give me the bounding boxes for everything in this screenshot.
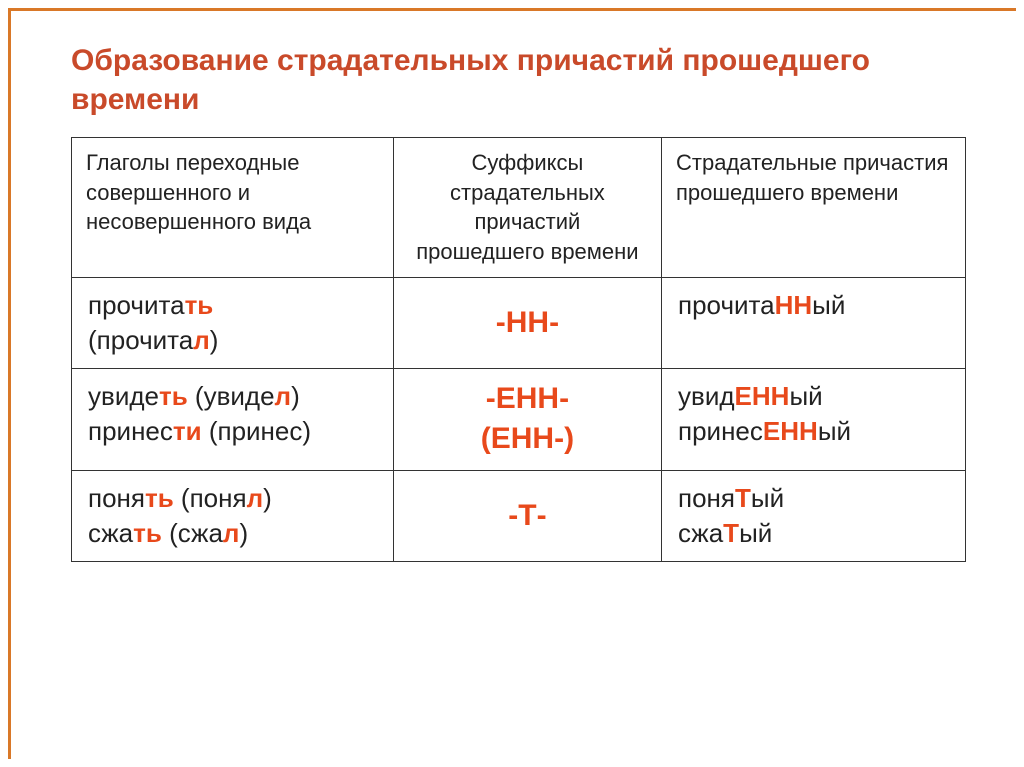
- text: поня: [678, 483, 735, 513]
- text: (поня: [174, 483, 247, 513]
- text: ый: [739, 518, 772, 548]
- participle-cell: поняТый сжаТый: [662, 470, 966, 561]
- text: сжа: [678, 518, 723, 548]
- highlight-text: ть: [159, 381, 188, 411]
- participle-cell: прочитаННый: [662, 277, 966, 368]
- text: принес: [88, 416, 173, 446]
- text: сжа: [88, 518, 133, 548]
- highlight-text: ть: [185, 290, 214, 320]
- table-row: прочитать (прочитал) -НН- прочитаННый: [72, 277, 966, 368]
- text: (сжа: [162, 518, 223, 548]
- text: принес: [678, 416, 763, 446]
- text: (принес): [202, 416, 311, 446]
- highlight-text: ЕНН: [763, 416, 818, 446]
- suffix-cell: -НН-: [393, 277, 661, 368]
- text: прочита: [88, 290, 185, 320]
- highlight-text: ЕНН: [735, 381, 790, 411]
- slide-title: Образование страдательных причастий прош…: [71, 41, 966, 119]
- text: ый: [751, 483, 784, 513]
- text: (прочита: [88, 325, 193, 355]
- title-line1: Образование страдательных причастий прош…: [71, 44, 870, 77]
- highlight-text: ти: [173, 416, 202, 446]
- text: ): [263, 483, 272, 513]
- text: ): [210, 325, 219, 355]
- table-row: понять (понял) сжать (сжал) -Т- поняТый …: [72, 470, 966, 561]
- verb-cell: увидеть (увидел) принести (принес): [72, 368, 394, 470]
- suffix-text: (ЕНН-): [481, 422, 574, 455]
- highlight-text: ть: [145, 483, 174, 513]
- highlight-text: ть: [133, 518, 162, 548]
- suffix-cell: -Т-: [393, 470, 661, 561]
- grammar-table: Глаголы переходные совершенного и несове…: [71, 137, 966, 562]
- highlight-text: л: [193, 325, 210, 355]
- verb-cell: прочитать (прочитал): [72, 277, 394, 368]
- suffix-text: -НН-: [496, 306, 559, 339]
- suffix-cell: -ЕНН- (ЕНН-): [393, 368, 661, 470]
- text: прочита: [678, 290, 775, 320]
- highlight-text: Т: [723, 518, 739, 548]
- slide-frame: Образование страдательных причастий прош…: [8, 8, 1016, 759]
- header-col1: Глаголы переходные совершенного и несове…: [72, 138, 394, 278]
- text: увид: [678, 381, 735, 411]
- text: ый: [818, 416, 851, 446]
- text: поня: [88, 483, 145, 513]
- participle-cell: увидЕННый принесЕННый: [662, 368, 966, 470]
- highlight-text: л: [275, 381, 292, 411]
- text: ый: [812, 290, 845, 320]
- text: ый: [789, 381, 822, 411]
- header-col2: Суффиксы страдательных причастий прошедш…: [393, 138, 661, 278]
- suffix-text: -ЕНН-: [486, 382, 569, 415]
- text: увиде: [88, 381, 159, 411]
- header-col3: Страдательные причастия прошедшего време…: [662, 138, 966, 278]
- title-line2: времени: [71, 83, 200, 116]
- verb-cell: понять (понял) сжать (сжал): [72, 470, 394, 561]
- text: ): [291, 381, 300, 411]
- text: ): [239, 518, 248, 548]
- highlight-text: Т: [735, 483, 751, 513]
- table-header-row: Глаголы переходные совершенного и несове…: [72, 138, 966, 278]
- highlight-text: НН: [775, 290, 813, 320]
- table-row: увидеть (увидел) принести (принес) -ЕНН-…: [72, 368, 966, 470]
- text: (увиде: [188, 381, 275, 411]
- highlight-text: л: [247, 483, 264, 513]
- suffix-text: -Т-: [508, 499, 546, 532]
- highlight-text: л: [223, 518, 240, 548]
